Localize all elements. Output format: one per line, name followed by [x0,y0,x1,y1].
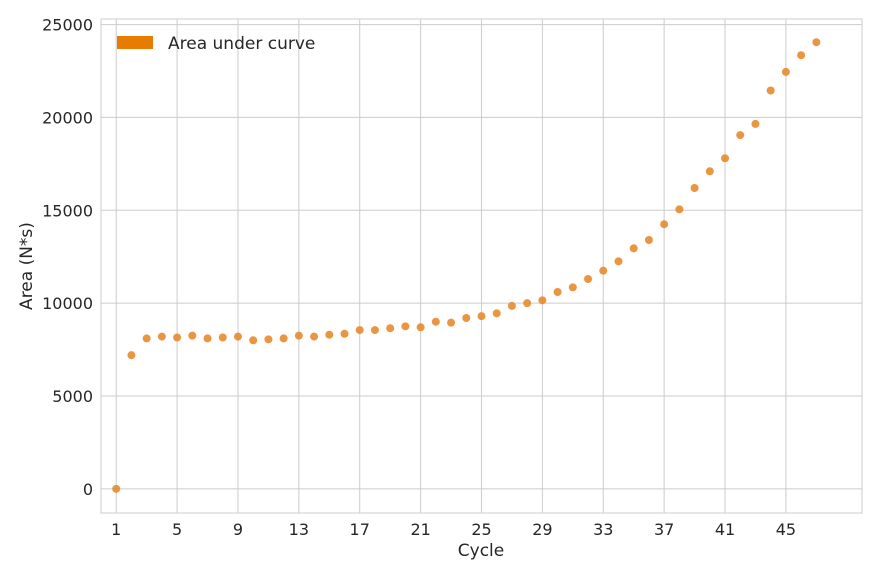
x-tick-label: 37 [654,520,674,539]
data-point [477,312,486,321]
x-tick-label: 29 [532,520,552,539]
data-point [447,318,456,327]
data-point [781,67,790,76]
data-point [127,351,136,360]
data-point [629,244,638,253]
data-point [340,329,349,338]
data-point [294,331,303,340]
data-point [766,86,775,95]
x-tick-label: 21 [410,520,430,539]
data-point [751,119,760,128]
legend: Area under curve [117,34,315,54]
x-tick-label: 25 [471,520,491,539]
data-point [507,301,516,310]
y-axis-title: Area (N*s) [17,222,37,310]
data-point [553,288,562,296]
data-point [370,326,379,335]
data-point [660,220,669,229]
data-point [279,334,288,343]
x-tick-label: 5 [172,520,182,539]
data-point [538,296,547,305]
data-point [599,266,608,275]
x-tick-labels: 1 5 9 13 17 21 25 29 33 37 41 45 [111,520,796,539]
data-point [416,323,425,332]
x-tick-label: 13 [289,520,309,539]
data-point [523,299,532,308]
data-point [325,330,334,339]
legend-label: Area under curve [168,34,315,54]
y-tick-label: 5000 [52,387,93,406]
x-axis-title: Cycle [458,541,504,561]
data-point [614,257,623,266]
data-point [797,51,806,60]
y-tick-label: 10000 [42,294,93,313]
data-point [355,326,364,335]
data-point [310,332,319,341]
data-point [112,484,121,493]
data-point [690,184,699,192]
x-tick-label: 45 [776,520,796,539]
x-tick-label: 1 [111,520,121,539]
data-point [157,332,166,341]
data-point [492,309,501,318]
data-point [218,333,227,342]
data-point [233,332,242,341]
data-point [568,283,577,292]
data-point [386,324,395,333]
data-point [721,154,730,163]
data-point [173,333,182,342]
data-point [142,334,151,343]
data-point [249,336,258,345]
data-point [584,275,593,283]
y-tick-label: 0 [83,480,93,499]
x-tick-label: 41 [715,520,735,539]
y-tick-label: 25000 [42,16,93,35]
data-point [705,167,714,176]
grid [101,19,862,513]
x-tick-label: 9 [233,520,243,539]
data-point [401,322,410,331]
x-tick-label: 33 [593,520,613,539]
data-points [112,38,821,493]
data-point [203,334,212,343]
plot-frame [100,18,863,514]
y-tick-label: 15000 [42,201,93,220]
data-point [431,317,440,326]
y-tick-label: 20000 [42,108,93,127]
data-point [188,331,197,340]
y-tick-labels: 0 5000 10000 15000 20000 25000 [42,16,93,499]
data-point [644,236,653,244]
data-point [462,314,471,322]
data-point [264,335,273,344]
legend-swatch [117,36,153,49]
data-point [736,131,745,140]
data-point [675,205,684,214]
x-tick-label: 17 [350,520,370,539]
data-point [812,38,821,47]
